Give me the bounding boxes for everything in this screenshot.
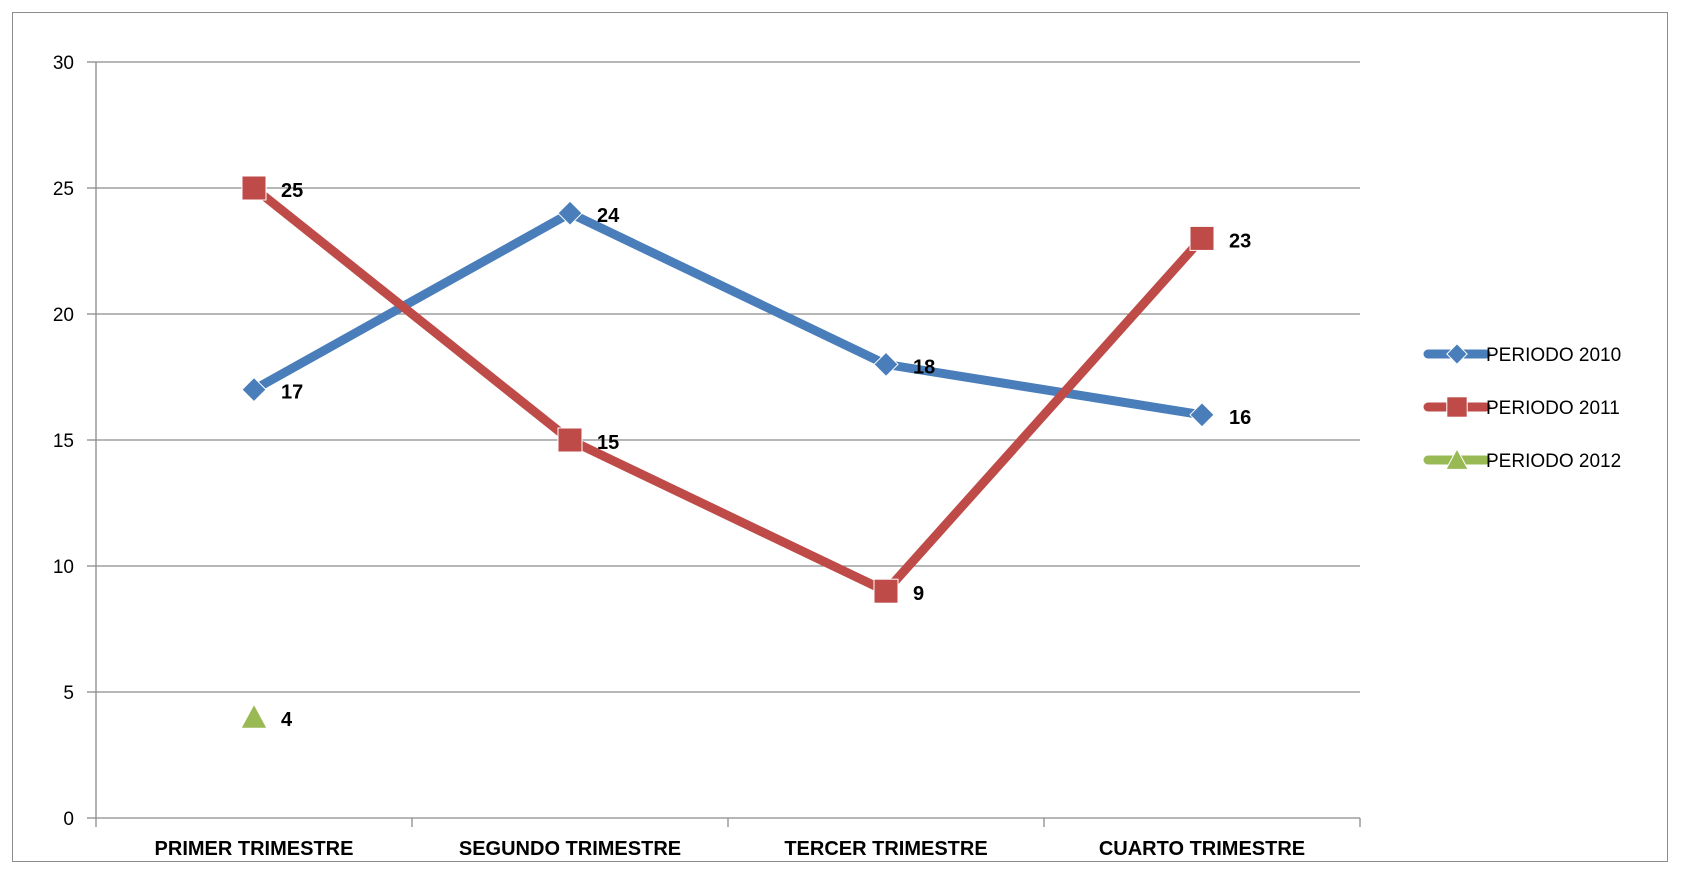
data-label: 25 xyxy=(281,180,303,202)
series-markers xyxy=(240,175,1215,729)
data-label: 23 xyxy=(1229,230,1251,252)
data-point-marker xyxy=(241,376,267,403)
data-point-marker xyxy=(1189,402,1215,428)
y-tick-label: 20 xyxy=(53,305,74,326)
data-point-marker xyxy=(557,200,583,226)
data-label: 17 xyxy=(281,382,303,404)
data-point-marker xyxy=(241,175,267,201)
gridlines xyxy=(96,61,1360,693)
data-label: 16 xyxy=(1229,407,1251,429)
legend-label: PERIODO 2010 xyxy=(1486,345,1621,366)
data-label: 18 xyxy=(913,356,935,378)
legend-label: PERIODO 2011 xyxy=(1486,398,1620,419)
data-labels: 17 24 18 16 25 15 9 23 4 xyxy=(281,180,1251,731)
data-label: 15 xyxy=(597,432,619,454)
data-point-marker xyxy=(873,578,899,604)
x-category-label: CUARTO TRIMESTRE xyxy=(1099,838,1305,860)
legend-marker xyxy=(1445,447,1469,470)
y-tick-label: 5 xyxy=(63,683,74,704)
legend-label: PERIODO 2012 xyxy=(1486,451,1621,472)
y-tick-label: 25 xyxy=(53,179,74,200)
series-lines xyxy=(249,183,1207,596)
data-point-marker xyxy=(240,703,268,729)
x-category-label: TERCER TRIMESTRE xyxy=(784,838,987,860)
x-category-labels: PRIMER TRIMESTRE SEGUNDO TRIMESTRE TERCER … xyxy=(155,838,1306,860)
data-point-marker xyxy=(1189,225,1215,251)
y-tick-label: 0 xyxy=(63,809,74,830)
chart-frame xyxy=(12,12,1668,862)
data-label: 4 xyxy=(281,709,293,731)
y-tick-label: 30 xyxy=(53,53,74,74)
axes xyxy=(87,61,1361,827)
data-label: 9 xyxy=(913,583,924,605)
legend-marker xyxy=(1446,396,1468,418)
y-tick-labels: 0 5 10 15 20 25 30 xyxy=(53,53,74,830)
legend-marker xyxy=(1446,343,1468,365)
series-line xyxy=(249,183,1207,596)
series-line xyxy=(249,208,1207,420)
data-point-marker xyxy=(557,427,583,453)
x-category-label: PRIMER TRIMESTRE xyxy=(155,838,354,860)
y-tick-label: 10 xyxy=(53,557,74,578)
data-label: 24 xyxy=(597,205,620,227)
y-tick-label: 15 xyxy=(53,431,74,452)
legend: PERIODO 2010 PERIODO 2011 PERIODO 2012 xyxy=(1423,343,1621,472)
x-category-label: SEGUNDO TRIMESTRE xyxy=(459,838,681,860)
data-point-marker xyxy=(873,351,899,378)
